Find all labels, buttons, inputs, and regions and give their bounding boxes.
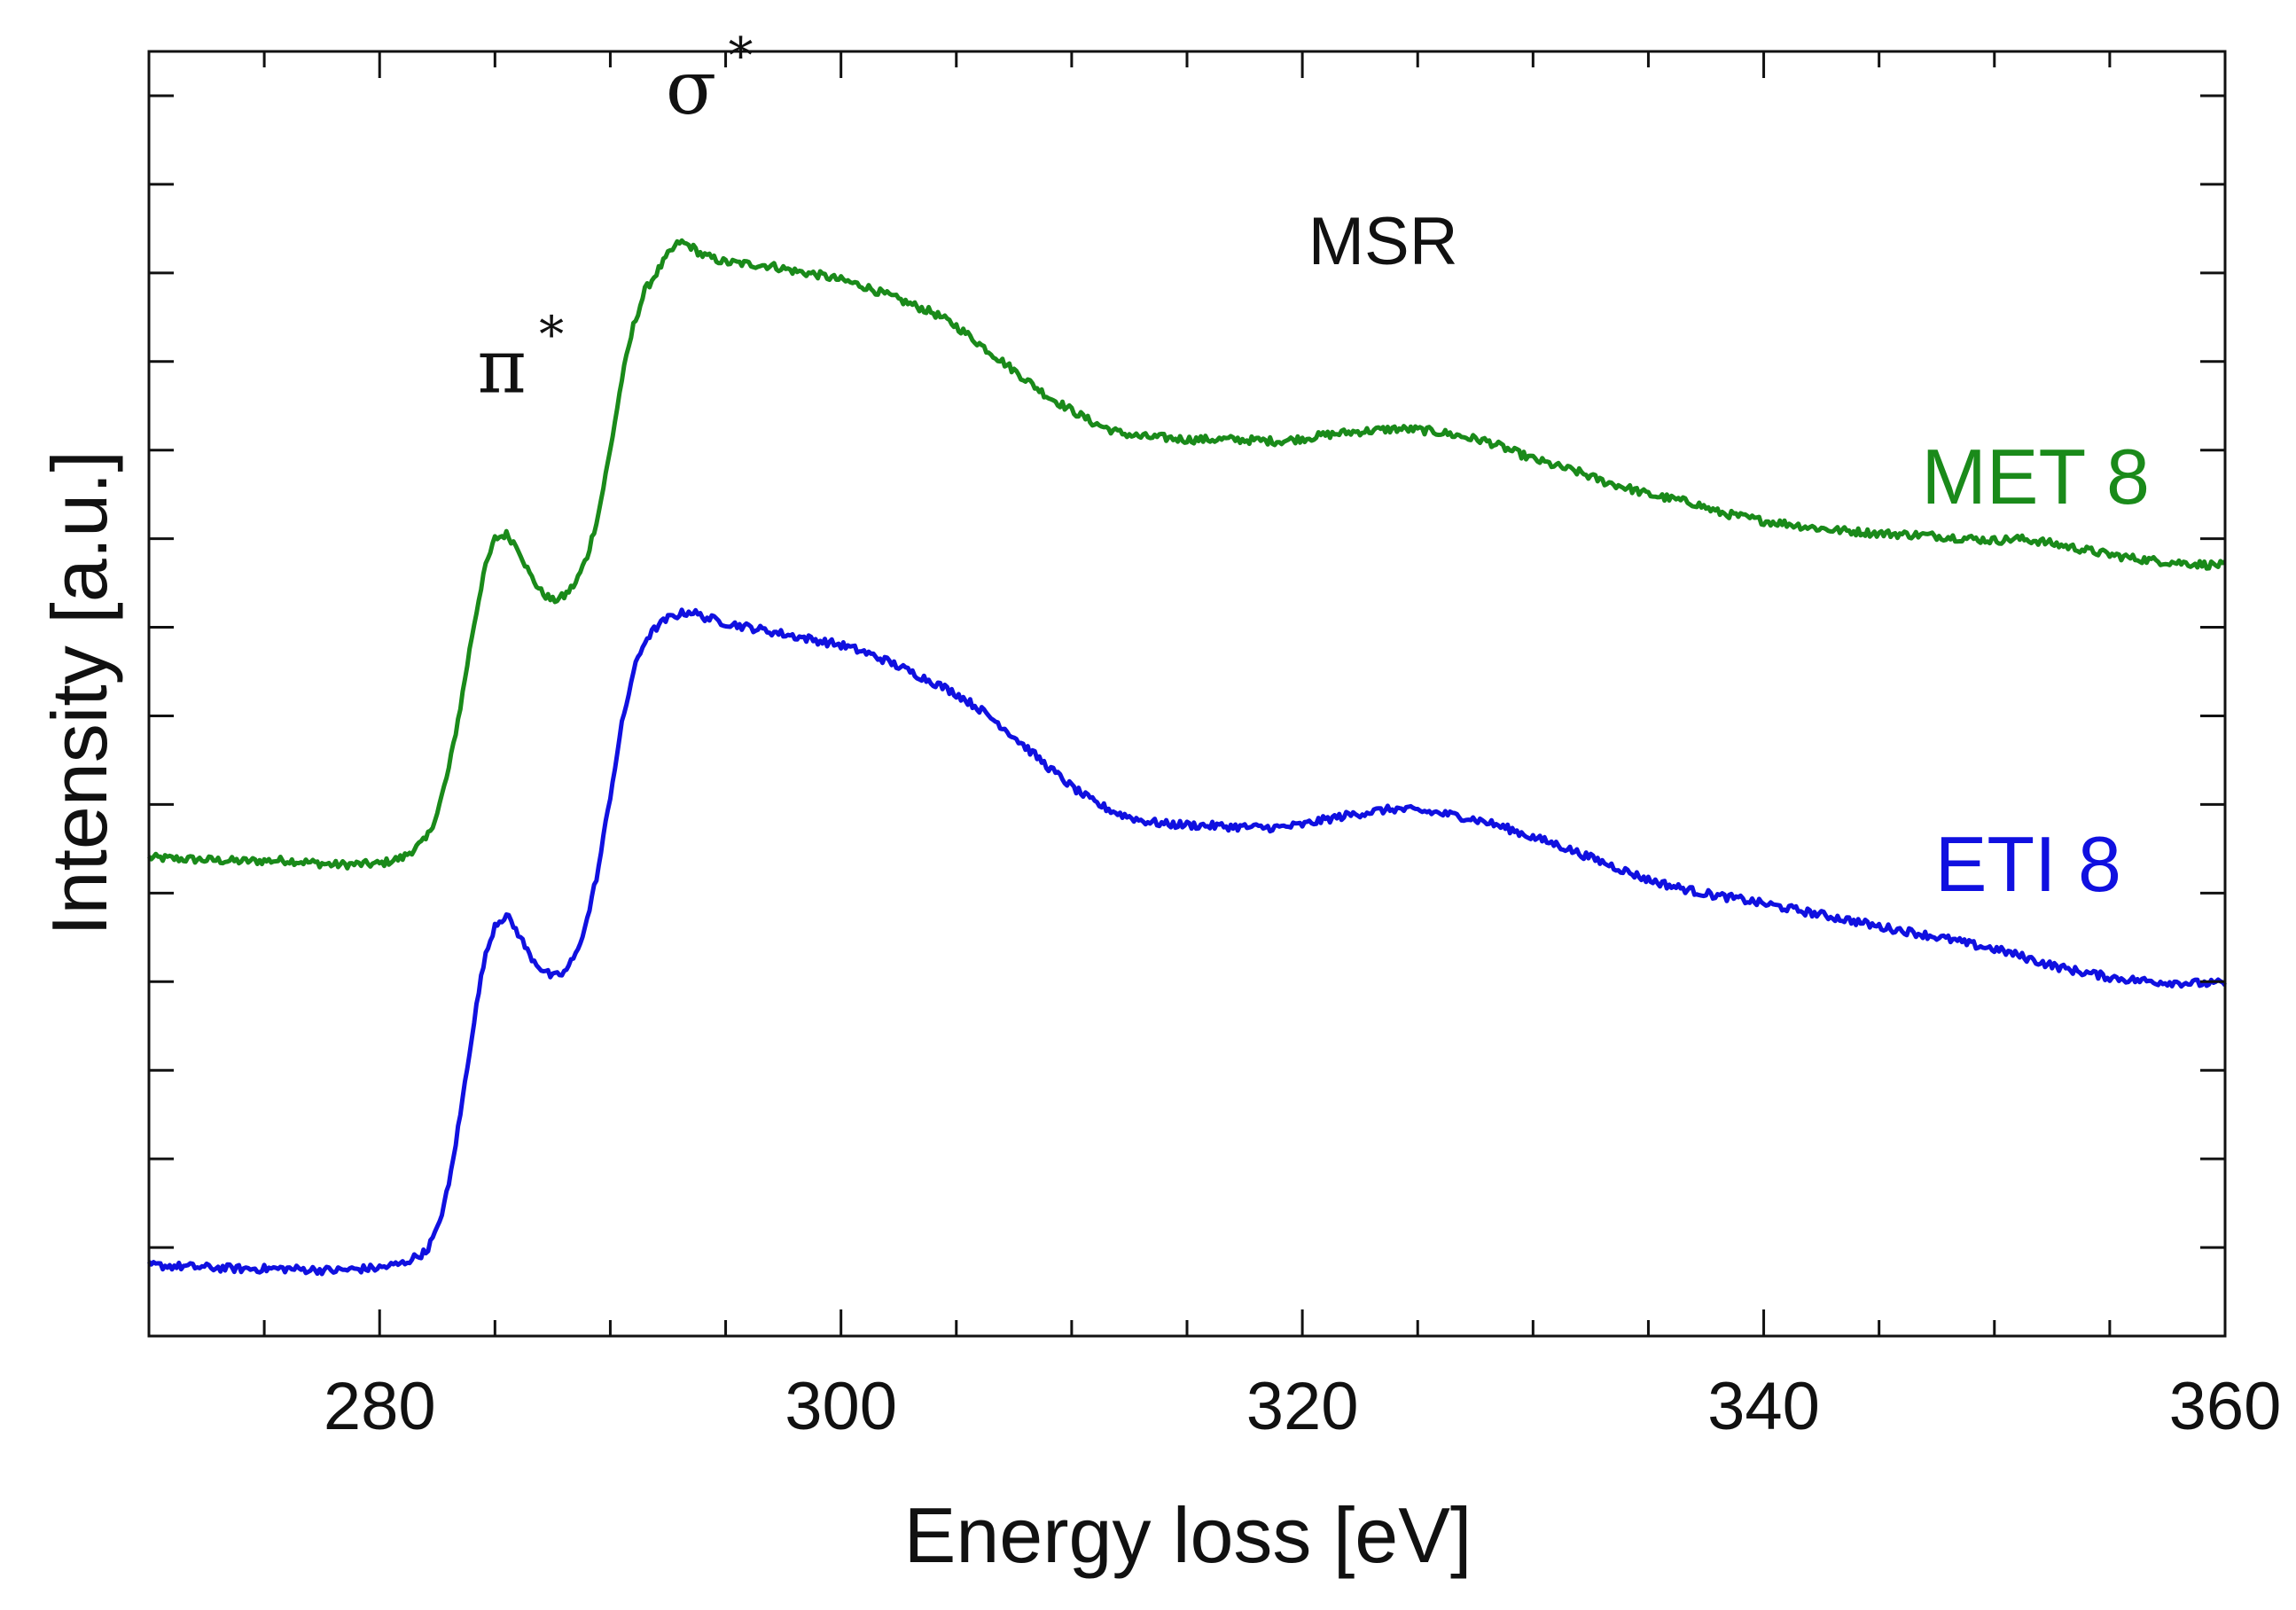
sigma-star-label: σ [666, 44, 716, 131]
sigma-star-label-superscript: * [729, 27, 754, 85]
series-line-met-8 [147, 238, 2227, 871]
pi-star-label-superscript: * [539, 307, 564, 364]
series-label-eti-8: ETI 8 [1935, 820, 2121, 908]
x-tick-label: 300 [785, 1369, 897, 1444]
series-label-met-8: MET 8 [1921, 433, 2150, 520]
x-tick-label: 360 [2169, 1369, 2282, 1444]
y-axis-title: Intensity [a.u.] [35, 450, 123, 936]
x-tick-label: 320 [1246, 1369, 1359, 1444]
x-tick-label: 280 [324, 1369, 436, 1444]
series-line-eti-8 [147, 607, 2227, 1277]
x-tick-label: 340 [1707, 1369, 1820, 1444]
plot-frame [147, 50, 2227, 1338]
x-axis-title: Energy loss [eV] [904, 1491, 1472, 1579]
pi-star-label: π [478, 324, 527, 410]
msr-label: MSR [1308, 204, 1458, 279]
